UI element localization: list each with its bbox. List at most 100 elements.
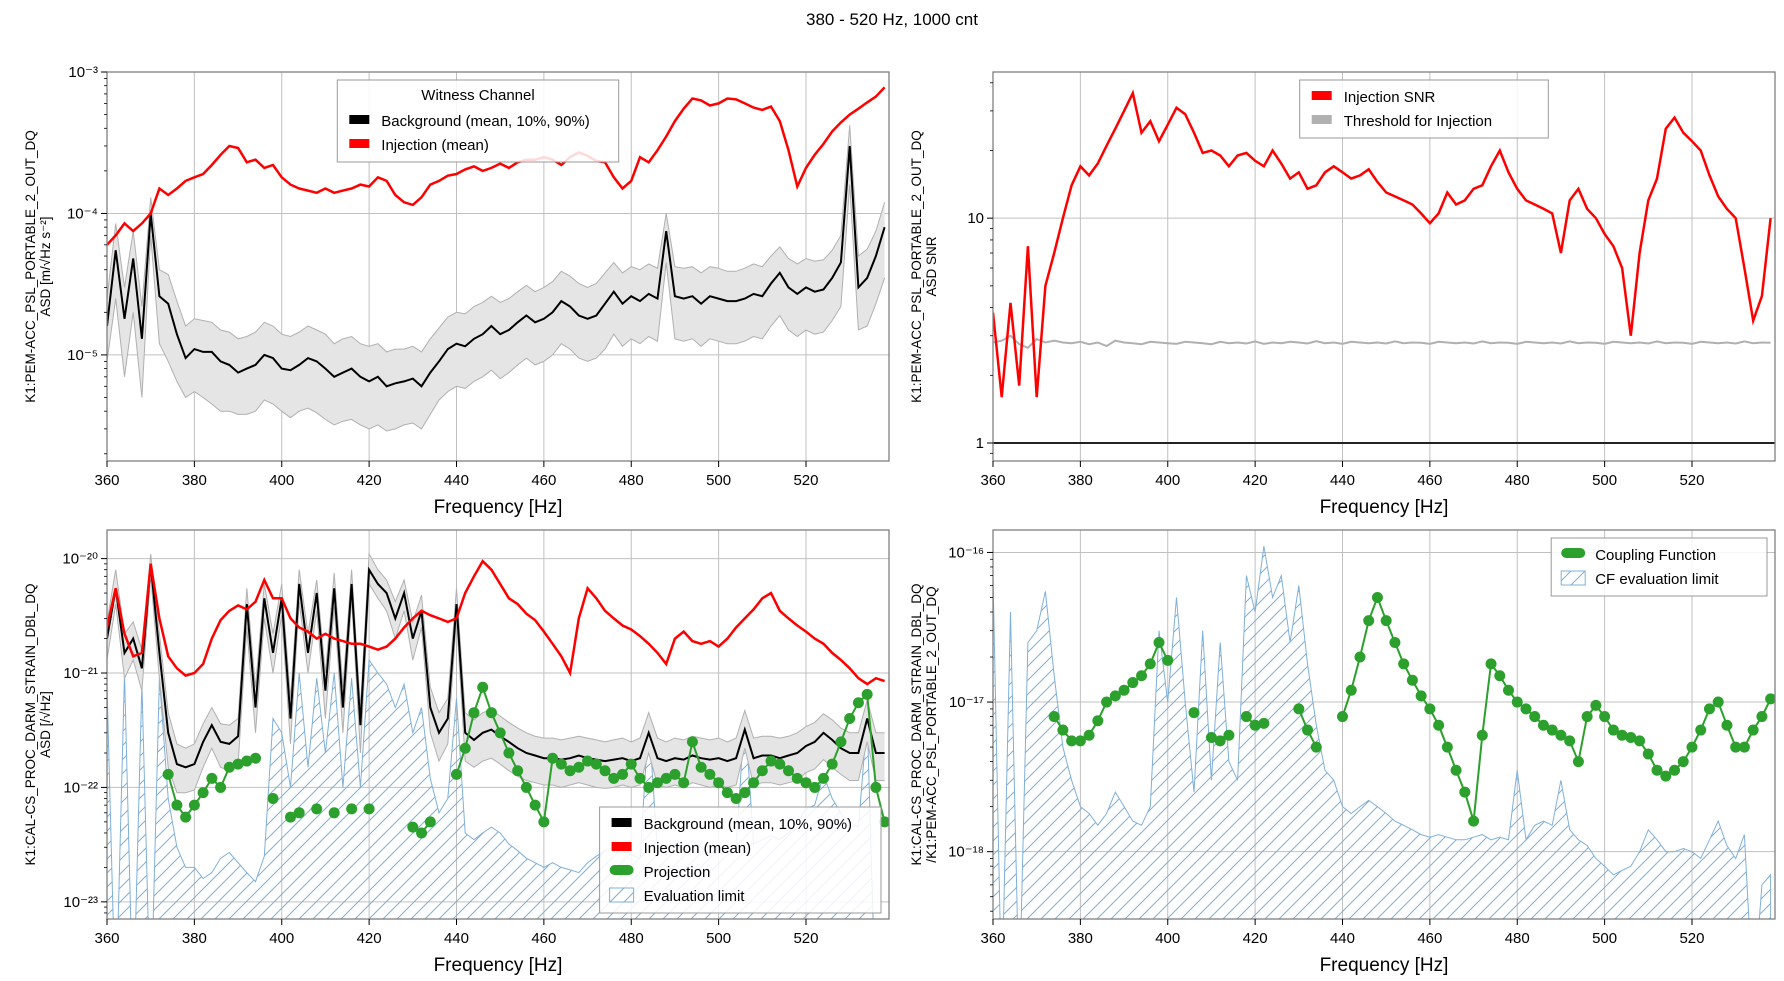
background-percentile-band [107,125,885,432]
projection-point [669,768,681,780]
legend: Coupling Function CF evaluation limit [1550,537,1768,597]
projection-point [1127,677,1139,689]
legend-swatch [349,115,370,124]
projection-point [1249,719,1261,731]
projection-point [1494,670,1506,682]
projection-point [1214,735,1226,747]
projection-point [477,681,489,693]
projection-point [582,755,594,767]
legend-entry-label: Coupling Function [1595,547,1716,564]
x-tick-label: 480 [619,472,644,489]
projection-point [284,811,296,823]
y-axis-label: ASD SNR [924,236,939,296]
legend-swatch [349,139,370,148]
projection-point [817,772,829,784]
projection-point [1057,724,1069,736]
projection-point [1765,693,1775,705]
projection-point [870,781,882,793]
legend: Witness Channel Background (mean, 10%, 90… [336,79,620,163]
projection-point [250,752,262,764]
projection-point [520,781,532,793]
projection-point [223,761,235,773]
x-tick-label: 360 [94,930,119,947]
projection-point [494,727,506,739]
legend-entry-label: Background (mean, 10%, 90%) [381,113,589,130]
projection-point [180,811,192,823]
projection-point [1398,658,1410,670]
legend-entry-label: Projection [644,864,711,881]
legend-swatch [1311,115,1332,124]
snr-axes: 360 380 400 420 440 460 480 500 520 1 10 Frequency … [909,71,1776,518]
projection-point [1406,674,1418,686]
legend-swatch [611,842,632,851]
x-tick-label: 440 [444,930,469,947]
legend-box [1299,79,1549,139]
projection-point [660,772,672,784]
projection-point [1354,651,1366,663]
y-tick-label: 10⁻²³ [63,894,98,911]
projection-point [529,799,541,811]
projection-point [1537,719,1549,731]
projection-point [1468,815,1480,827]
projection-point [1721,719,1733,731]
y-tick-label: 10⁻²¹ [63,665,98,682]
projection-point [1546,724,1558,736]
x-tick-label: 400 [269,930,294,947]
x-axis-label: Frequency [Hz] [1320,955,1449,976]
projection-point [459,742,471,754]
y-tick-label: 10 [967,210,984,227]
projection-point [730,793,742,805]
x-tick-label: 520 [1679,472,1704,489]
x-tick-label: 480 [619,930,644,947]
projection-point [1083,729,1095,741]
projection-point [695,761,707,773]
projection-point [1555,729,1567,741]
projection-point [1503,684,1515,696]
projection-point [293,807,305,819]
projection-point [590,758,602,770]
projection-point [1441,741,1453,753]
projection-point [800,777,812,789]
projection-point [835,736,847,748]
projection-point [538,816,550,828]
projection-point [651,777,663,789]
projection-point [1293,703,1305,715]
projection-point [1223,729,1235,741]
projection-point [1485,658,1497,670]
projection-point [215,781,227,793]
y-tick-label: 10⁻³ [68,64,98,81]
background-90pct-line [107,125,886,353]
projection-point [844,713,856,725]
projection-point [547,752,559,764]
y-axis-label: K1:CAL-CS_PROC_DARM_STRAIN_DBL_DQ [909,583,924,865]
legend-box [599,806,882,914]
x-tick-label: 380 [182,930,207,947]
projection-point [1302,724,1314,736]
projection-point [791,772,803,784]
projection-point [704,768,716,780]
projection-point [1380,615,1392,627]
projection-point [1450,764,1462,776]
projection-point [879,816,889,828]
witness-asd-axes: 360 380 400 420 440 460 480 500 520 10⁻³ 10⁻⁴ 10⁻⁵ F… [23,64,890,518]
projection-point [1703,703,1715,715]
y-axis-label: K1:PEM-ACC_PSL_PORTABLE_2_OUT_DQ [909,130,924,403]
projection-point [1677,756,1689,768]
x-tick-label: 420 [1243,930,1268,947]
y-tick-label: 10⁻¹⁸ [948,844,984,861]
legend-entry-label: Injection (mean) [644,840,752,857]
projection-point [1109,690,1121,702]
legend-box [336,79,620,163]
projection-point [1625,731,1637,743]
x-tick-label: 480 [1505,930,1530,947]
legend-swatch-marker [609,865,634,875]
projection-point [1599,711,1611,723]
projection-point [634,772,646,784]
x-tick-label: 360 [94,472,119,489]
projection-point [783,765,795,777]
projection-point [599,765,611,777]
darm-asd-axes: 360 380 400 420 440 460 480 500 520 10⁻²⁰ 10⁻²¹ 10⁻… [23,529,890,976]
projection-point [311,803,323,815]
plot-area [993,546,1775,919]
